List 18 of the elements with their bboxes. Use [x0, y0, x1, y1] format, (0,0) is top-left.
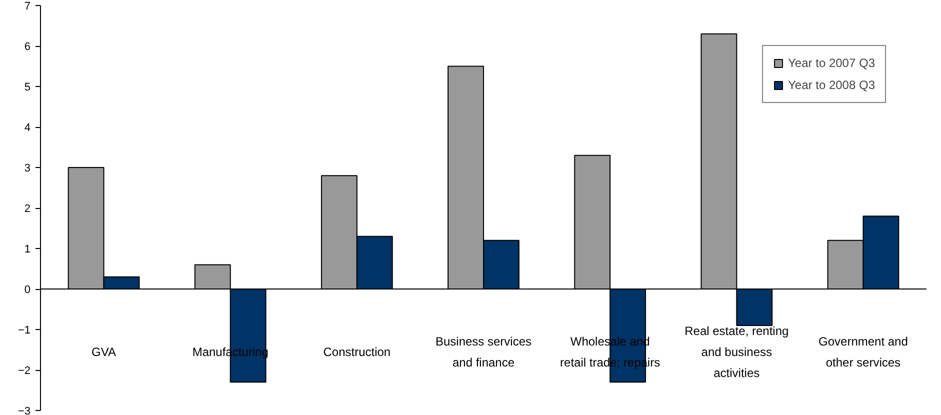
- y-tick-label: 1: [24, 244, 31, 256]
- x-tick-label: Business services and finance: [435, 334, 532, 370]
- x-tick-label: Real estate, renting and business activities: [684, 324, 789, 380]
- legend-label: Year to 2008 Q3: [788, 78, 875, 92]
- y-tick-label: −3: [18, 406, 31, 415]
- y-tick-label: −2: [18, 365, 31, 377]
- y-tick-label: 0: [24, 284, 31, 296]
- y-tick-label: 7: [24, 0, 31, 12]
- y-tick-label: 5: [24, 82, 31, 94]
- x-tick-label: Construction: [323, 344, 391, 359]
- y-tick-label: −1: [18, 324, 31, 336]
- y-tick-label: 2: [24, 203, 31, 215]
- legend-label: Year to 2007 Q3: [788, 56, 875, 70]
- x-tick-label: GVA: [92, 344, 116, 359]
- x-tick-label: Government and other services: [818, 334, 908, 370]
- y-tick-label: 4: [24, 122, 31, 134]
- y-tick-label: 3: [24, 162, 31, 174]
- y-tick-label: 6: [24, 41, 31, 53]
